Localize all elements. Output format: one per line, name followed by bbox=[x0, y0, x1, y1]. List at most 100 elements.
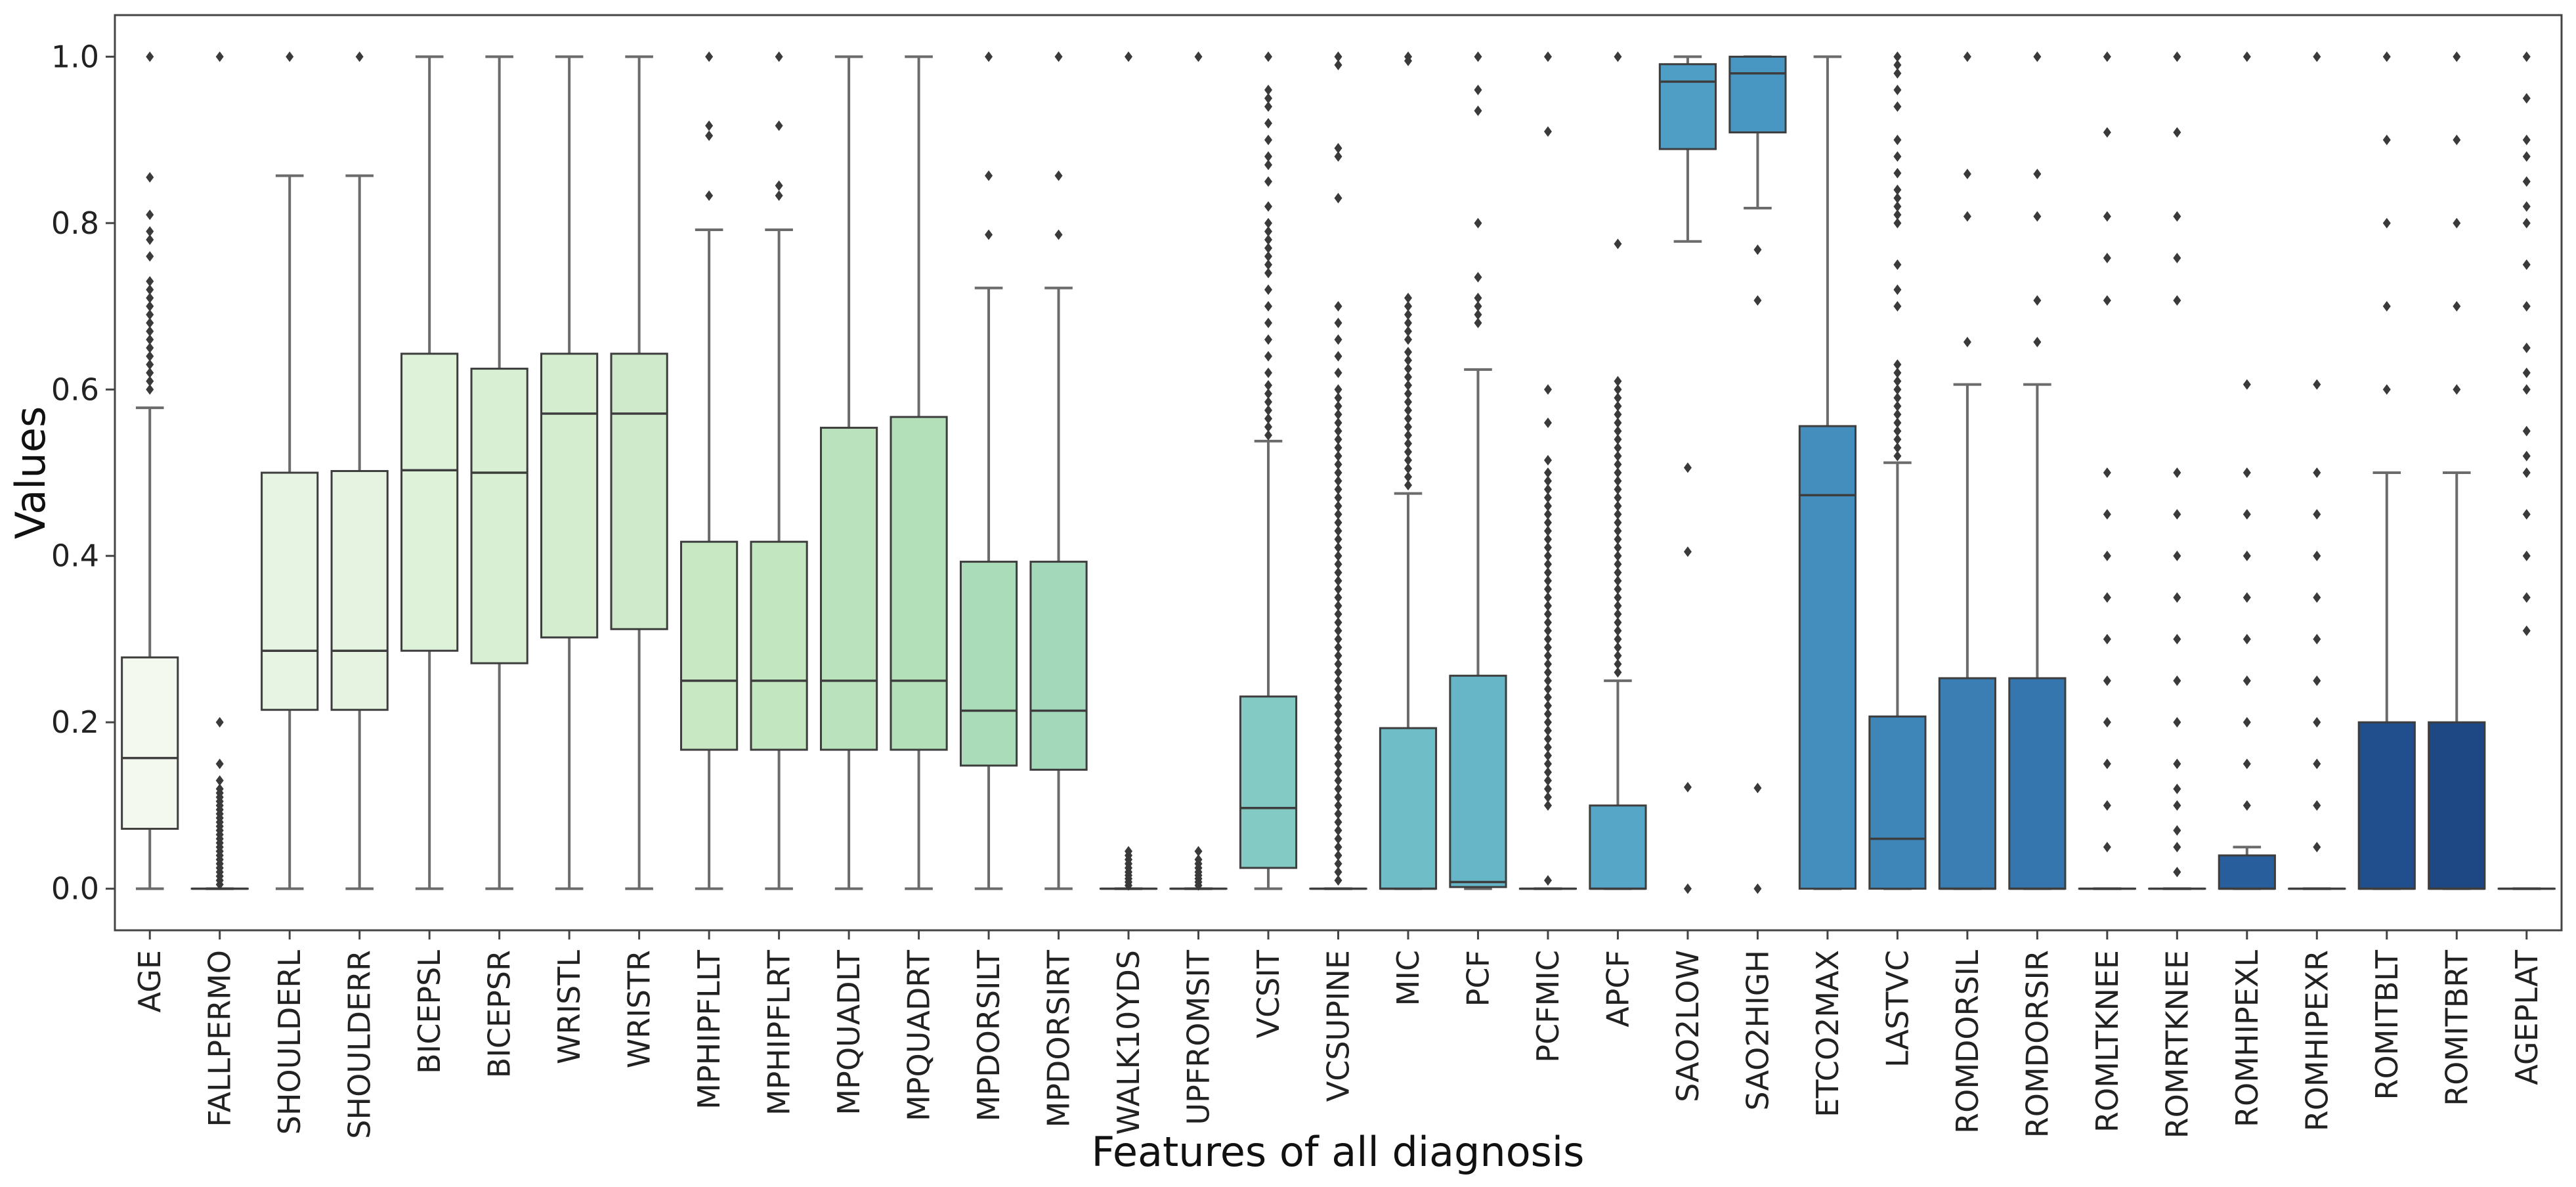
box bbox=[1868, 715, 1927, 890]
outlier-point bbox=[1334, 351, 1342, 362]
outlier-point bbox=[2313, 467, 2321, 478]
x-tick-label: ROMDORSIL bbox=[1950, 950, 1985, 1134]
outlier-point bbox=[1404, 438, 1412, 449]
outlier-point bbox=[1334, 842, 1342, 853]
outlier-point bbox=[1264, 301, 1273, 312]
outlier-point bbox=[1334, 534, 1342, 545]
x-tick-label: SAO2HIGH bbox=[1740, 950, 1775, 1111]
outlier-point bbox=[1404, 454, 1412, 465]
outlier-point bbox=[2522, 176, 2531, 187]
outlier-point bbox=[775, 180, 783, 191]
x-tick-label: MPDORSILT bbox=[971, 949, 1006, 1121]
outlier-point bbox=[2103, 758, 2111, 769]
outlier-point bbox=[1543, 783, 1552, 794]
outlier-point bbox=[2243, 717, 2251, 728]
outlier-point bbox=[2173, 295, 2181, 306]
outlier-point bbox=[1334, 484, 1342, 495]
x-tick-label: APCF bbox=[1600, 950, 1635, 1027]
outlier-point bbox=[705, 120, 714, 131]
box bbox=[1658, 63, 1717, 150]
outlier-point bbox=[1334, 634, 1342, 645]
outlier-point bbox=[1264, 413, 1273, 424]
box bbox=[750, 540, 808, 751]
outlier-point bbox=[1893, 135, 1902, 146]
outlier-point bbox=[1614, 650, 1622, 661]
outlier-point bbox=[2522, 342, 2531, 353]
outlier-point bbox=[1264, 421, 1273, 433]
outlier-point bbox=[2033, 51, 2042, 62]
outlier-point bbox=[2243, 592, 2251, 603]
x-tick-label: AGE bbox=[132, 950, 167, 1012]
outlier-point bbox=[1543, 742, 1552, 753]
box bbox=[261, 471, 319, 711]
box bbox=[1798, 425, 1857, 890]
outlier-point bbox=[1264, 242, 1273, 253]
x-tick-label: MPHIPFLRT bbox=[762, 949, 797, 1115]
outlier-point bbox=[2103, 842, 2111, 853]
outlier-point bbox=[146, 292, 154, 303]
x-tick-label: VCSIT bbox=[1251, 949, 1286, 1038]
outlier-point bbox=[2313, 842, 2321, 853]
outlier-point bbox=[1334, 542, 1342, 553]
box bbox=[470, 368, 528, 664]
outlier-point bbox=[1334, 775, 1342, 786]
outlier-point bbox=[1893, 367, 1902, 378]
outlier-point bbox=[1125, 846, 1133, 857]
outlier-point bbox=[1404, 379, 1412, 391]
outlier-point bbox=[1404, 317, 1412, 328]
outlier-point bbox=[2173, 51, 2181, 62]
outlier-point bbox=[1334, 600, 1342, 611]
outlier-point bbox=[2313, 550, 2321, 561]
outlier-point bbox=[1543, 625, 1552, 636]
outlier-point bbox=[1893, 376, 1902, 387]
outlier-point bbox=[1543, 51, 1552, 62]
outlier-point bbox=[775, 51, 783, 62]
outlier-point bbox=[1543, 534, 1552, 545]
outlier-point bbox=[2243, 51, 2251, 62]
outlier-point bbox=[146, 234, 154, 246]
outlier-point bbox=[1543, 708, 1552, 720]
outlier-point bbox=[1614, 600, 1622, 611]
outlier-point bbox=[1264, 397, 1273, 408]
outlier-point bbox=[146, 276, 154, 287]
outlier-point bbox=[1543, 567, 1552, 578]
box-group-etco2max bbox=[1798, 55, 1857, 890]
outlier-point bbox=[1264, 267, 1273, 278]
outlier-point bbox=[1614, 500, 1622, 511]
outlier-point bbox=[1334, 850, 1342, 861]
outlier-point bbox=[2522, 135, 2531, 146]
outlier-point bbox=[1334, 817, 1342, 828]
outlier-point bbox=[1334, 151, 1342, 162]
outlier-point bbox=[1404, 397, 1412, 408]
outlier-point bbox=[2382, 217, 2391, 228]
outlier-point bbox=[2453, 135, 2461, 146]
outlier-point bbox=[2173, 675, 2181, 686]
x-tick-label: BICEPSR bbox=[482, 950, 517, 1078]
outlier-point bbox=[1543, 454, 1552, 465]
outlier-point bbox=[2313, 379, 2321, 390]
outlier-point bbox=[1334, 617, 1342, 628]
outlier-point bbox=[1264, 429, 1273, 441]
outlier-point bbox=[146, 384, 154, 395]
outlier-point bbox=[215, 717, 224, 728]
outlier-point bbox=[2243, 379, 2251, 390]
box-group-pcf bbox=[1449, 51, 1507, 890]
outlier-point bbox=[1334, 459, 1342, 470]
outlier-point bbox=[1893, 450, 1902, 462]
outlier-point bbox=[2522, 450, 2531, 462]
box-group-mic bbox=[1379, 51, 1438, 890]
outlier-point bbox=[1334, 575, 1342, 586]
x-tick-label: MPQUADRT bbox=[901, 949, 937, 1121]
outlier-point bbox=[2382, 135, 2391, 146]
outlier-point bbox=[1334, 51, 1342, 62]
outlier-point bbox=[1893, 442, 1902, 453]
outlier-point bbox=[1404, 292, 1412, 303]
outlier-point bbox=[1334, 783, 1342, 794]
outlier-point bbox=[2522, 201, 2531, 212]
outlier-point bbox=[1893, 184, 1902, 196]
outlier-point bbox=[2382, 51, 2391, 62]
outlier-point bbox=[1614, 392, 1622, 403]
outlier-point bbox=[1893, 301, 1902, 312]
outlier-point bbox=[705, 130, 714, 141]
outlier-point bbox=[1334, 792, 1342, 803]
